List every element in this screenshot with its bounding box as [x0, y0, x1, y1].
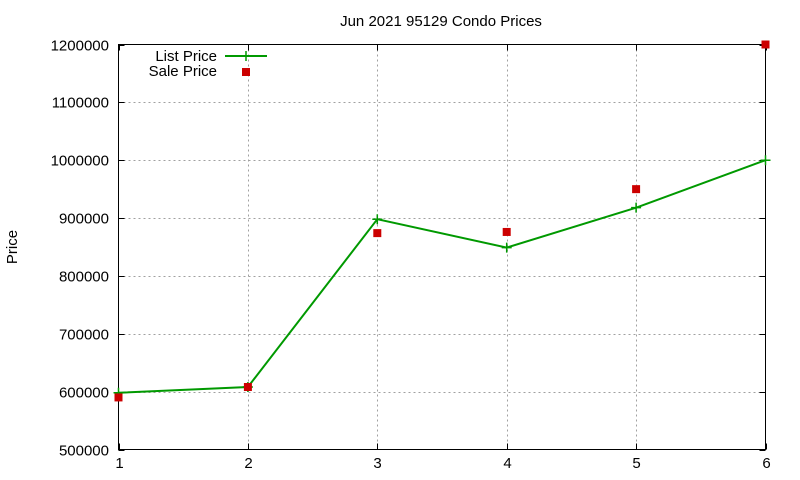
list-price-point — [760, 155, 771, 166]
plot-frame — [118, 44, 766, 450]
y-tick-label: 1100000 — [52, 95, 109, 112]
list-price-point — [631, 202, 642, 213]
y-tick-label: 900000 — [59, 211, 109, 228]
x-tick-label: 2 — [244, 455, 252, 472]
list-price-point — [501, 242, 512, 253]
x-tick-label: 3 — [373, 455, 381, 472]
list-price-point — [372, 214, 383, 225]
y-tick-label: 1000000 — [51, 153, 109, 170]
y-tick-label: 1200000 — [51, 38, 109, 55]
legend: List Price Sale Price — [149, 48, 267, 80]
sale-price-point — [243, 383, 252, 392]
series-layer — [113, 40, 771, 402]
y-axis-label: Price — [4, 230, 21, 264]
x-tick-label: 4 — [503, 455, 511, 472]
y-tick-label: 800000 — [59, 269, 109, 286]
legend-marker-sale-price — [242, 68, 250, 76]
x-tick-label: 6 — [762, 455, 770, 472]
sale-price-point — [502, 227, 511, 236]
y-tick-label: 600000 — [59, 385, 109, 402]
legend-marker-list-price — [241, 51, 251, 61]
sale-price-point — [114, 393, 123, 402]
list-price-line — [118, 159, 766, 394]
legend-label-sale-price: Sale Price — [149, 63, 217, 80]
legend-label-list-price: List Price — [155, 48, 217, 65]
tick-layer: 500000 600000 700000 800000 900000 1000000 110… — [51, 38, 771, 473]
x-tick-label: 1 — [115, 455, 123, 472]
x-tick-label: 5 — [632, 455, 640, 472]
y-tick-label: 500000 — [59, 443, 109, 460]
sale-price-point — [632, 185, 641, 194]
y-tick-label: 700000 — [59, 327, 109, 344]
sale-price-point — [373, 229, 382, 238]
sale-price-point — [761, 40, 770, 49]
chart-title: Jun 2021 95129 Condo Prices — [340, 13, 542, 30]
